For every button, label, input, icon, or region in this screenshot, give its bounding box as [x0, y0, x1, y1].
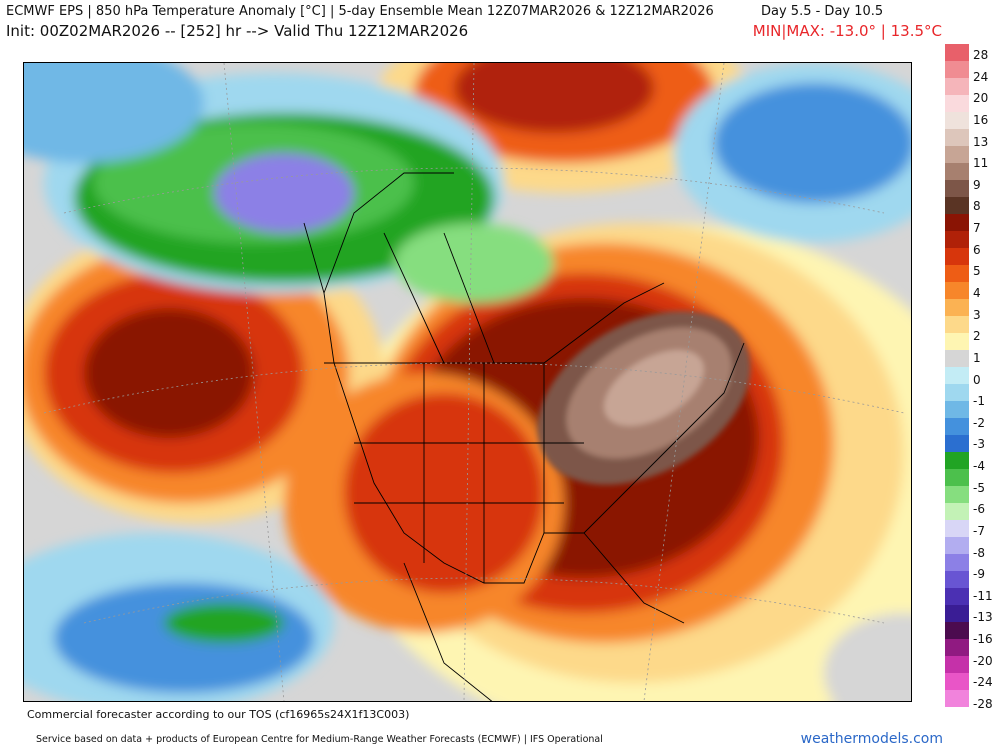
- legend-label: 1: [973, 350, 981, 365]
- min-max-readout: MIN|MAX: -13.0° | 13.5°C: [752, 22, 942, 40]
- legend-label: 9: [973, 177, 981, 192]
- legend-swatch: [945, 282, 969, 299]
- legend-label: -1: [973, 394, 985, 409]
- legend-label: 2: [973, 329, 981, 344]
- anomaly-map: [23, 62, 912, 702]
- legend-label: -9: [973, 567, 985, 582]
- legend-label: 3: [973, 307, 981, 322]
- legend-label: 16: [973, 112, 989, 127]
- title-line: ECMWF EPS | 850 hPa Temperature Anomaly …: [6, 4, 883, 19]
- legend-swatch: [945, 588, 969, 605]
- legend-label: -5: [973, 480, 985, 495]
- legend-label: 6: [973, 242, 981, 257]
- legend-swatch: [945, 112, 969, 129]
- legend-swatch: [945, 520, 969, 537]
- init-line: Init: 00Z02MAR2026 -- [252] hr --> Valid…: [6, 22, 469, 40]
- data-source-note: Service based on data + products of Euro…: [36, 734, 603, 745]
- legend-label: -2: [973, 415, 985, 430]
- legend-swatch: [945, 673, 969, 690]
- legend-label: 8: [973, 199, 981, 214]
- legend-label: 28: [973, 48, 989, 62]
- legend-label: -16: [973, 632, 993, 647]
- legend-swatch: [945, 367, 969, 384]
- legend-label: 4: [973, 285, 981, 300]
- legend-label: 0: [973, 372, 981, 387]
- legend-label: 24: [973, 69, 989, 84]
- day-range: Day 5.5 - Day 10.5: [761, 4, 884, 19]
- legend-label: -20: [973, 653, 993, 668]
- legend-swatch: [945, 571, 969, 588]
- legend-swatch: [945, 197, 969, 214]
- legend-label: -8: [973, 545, 985, 560]
- legend-swatch: [945, 401, 969, 418]
- legend-swatch: [945, 299, 969, 316]
- legend-swatch: [945, 469, 969, 486]
- legend-swatch: [945, 214, 969, 231]
- legend-swatch: [945, 435, 969, 452]
- legend-label: -11: [973, 588, 993, 603]
- legend-swatch: [945, 78, 969, 95]
- brand-link[interactable]: weathermodels.com: [800, 731, 943, 747]
- legend-swatch: [945, 61, 969, 78]
- legend-swatch: [945, 690, 969, 707]
- legend-label: 11: [973, 156, 989, 171]
- legend-label: 5: [973, 264, 981, 279]
- map-canvas: [24, 63, 911, 701]
- legend-swatch: [945, 265, 969, 282]
- legend-swatch: [945, 248, 969, 265]
- legend-swatch: [945, 639, 969, 656]
- title-text: ECMWF EPS | 850 hPa Temperature Anomaly …: [6, 4, 714, 19]
- legend-label: -3: [973, 437, 985, 452]
- legend-swatch: [945, 350, 969, 367]
- legend-swatch: [945, 146, 969, 163]
- legend-swatch: [945, 486, 969, 503]
- legend-swatch: [945, 333, 969, 350]
- legend-swatch: [945, 316, 969, 333]
- legend-swatch: [945, 44, 969, 61]
- legend-swatch: [945, 622, 969, 639]
- legend-swatch: [945, 554, 969, 571]
- legend-swatch: [945, 418, 969, 435]
- legend-label: 13: [973, 134, 989, 149]
- color-legend: 28 24 20 16 13 11 9 8 7 6 5 4 3 2 1 0 -1 -2 -3 -4 -5 -6 -7 -8 -9…: [945, 44, 993, 711]
- legend-label: -28: [973, 697, 993, 711]
- legend-label: 20: [973, 91, 989, 106]
- legend-swatch: [945, 656, 969, 673]
- legend-swatch: [945, 605, 969, 622]
- legend-swatch: [945, 384, 969, 401]
- legend-label: -13: [973, 610, 993, 625]
- legend-swatch: [945, 503, 969, 520]
- legend-label: -7: [973, 523, 985, 538]
- legend-swatch: [945, 537, 969, 554]
- legend-label: -24: [973, 675, 993, 690]
- legend-swatch: [945, 180, 969, 197]
- legend-swatch: [945, 129, 969, 146]
- license-note: Commercial forecaster according to our T…: [27, 708, 410, 721]
- legend-swatch: [945, 163, 969, 180]
- legend-label: 7: [973, 221, 981, 236]
- legend-swatch: [945, 231, 969, 248]
- legend-label: -4: [973, 459, 985, 474]
- legend-swatch: [945, 95, 969, 112]
- legend-label: -6: [973, 502, 985, 517]
- legend-swatch: [945, 452, 969, 469]
